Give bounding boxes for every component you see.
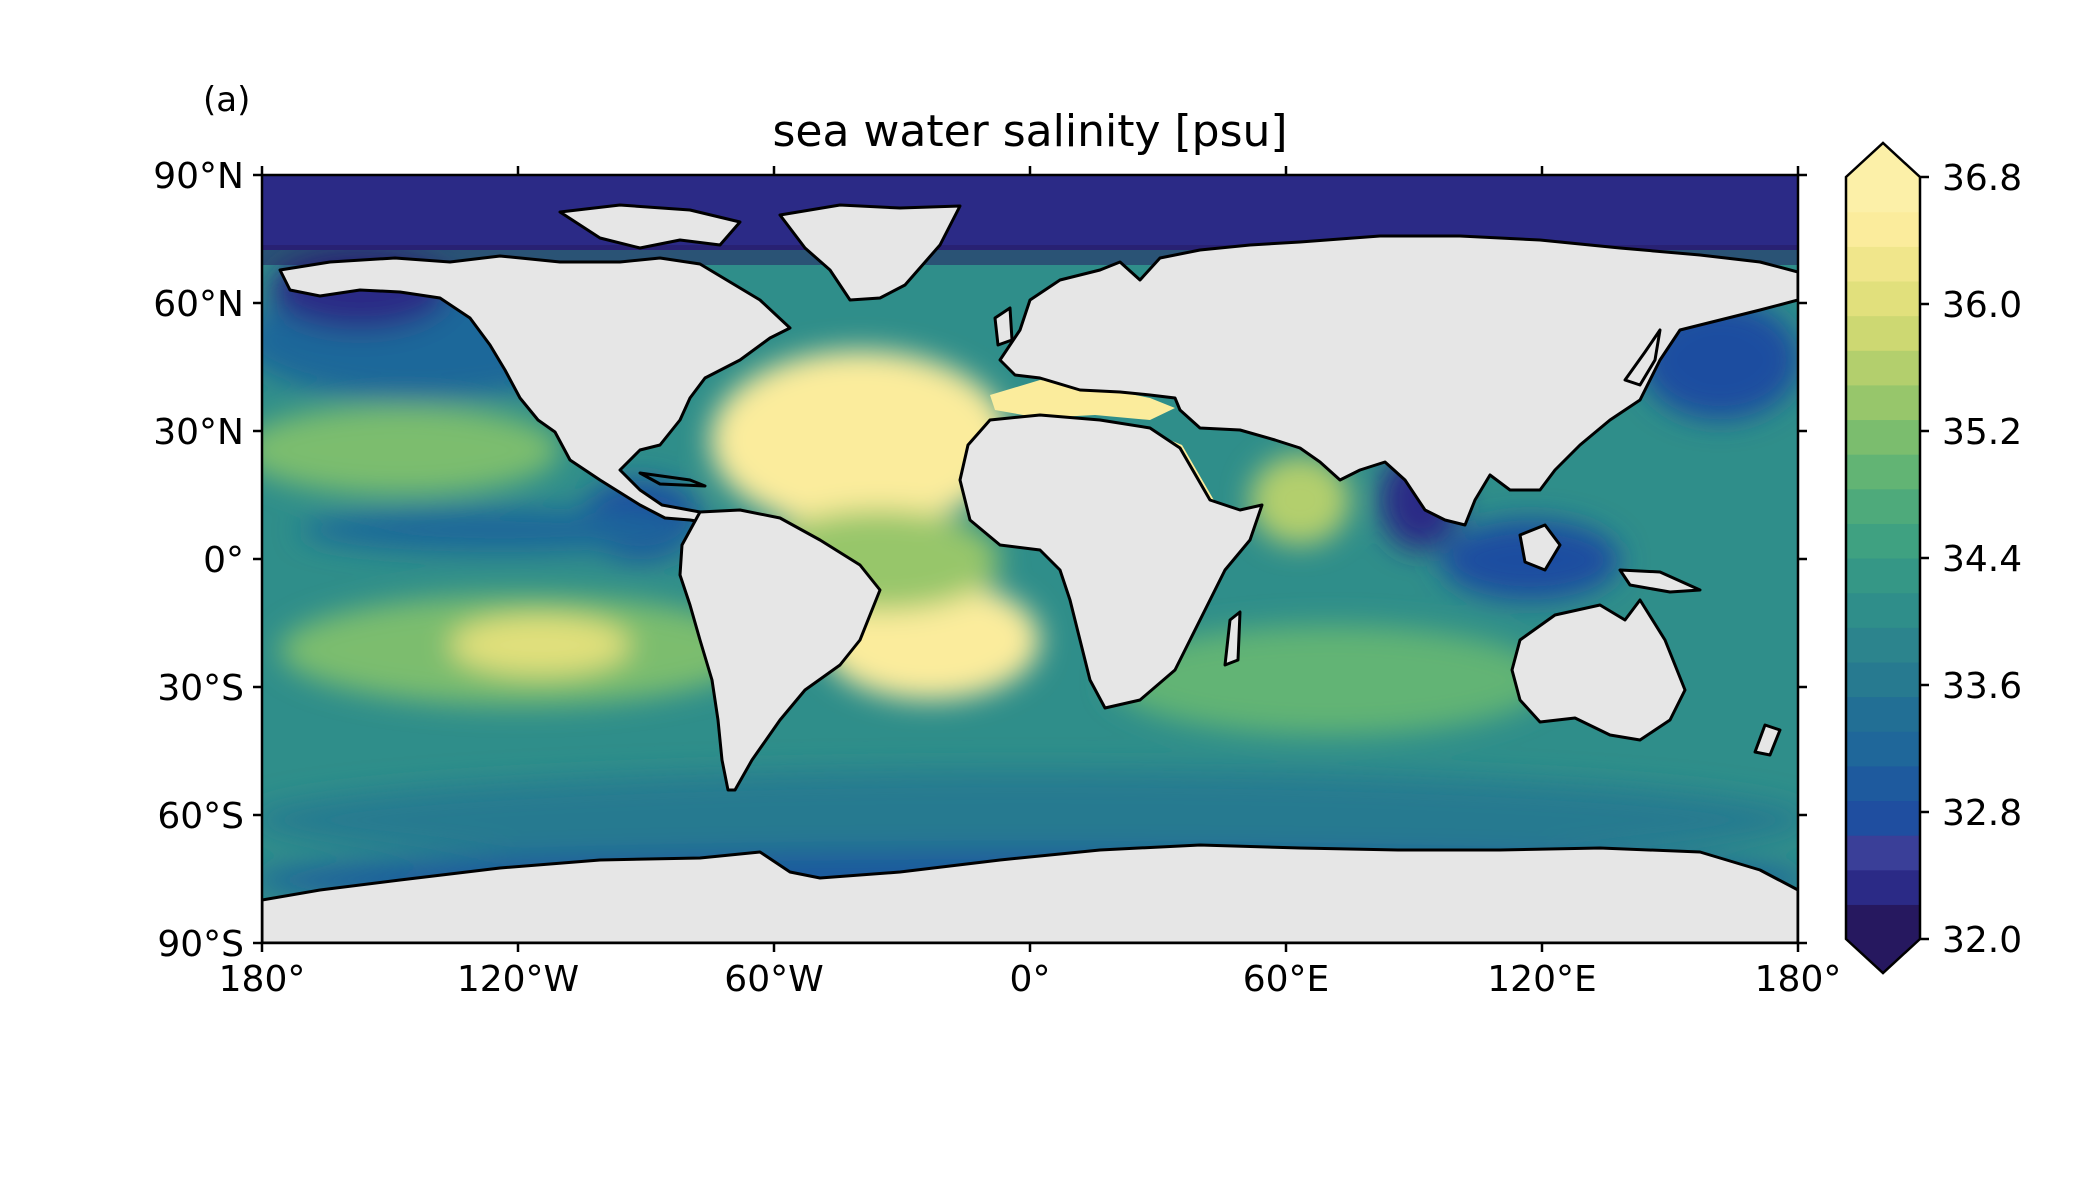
land-borneo [1518,523,1562,572]
colorbar-tick-label: 32.8 [1942,793,2022,834]
arabian-sea [1250,455,1350,545]
lon-tick-label: 180° [219,959,306,1000]
lat-tick-label: 30°S [157,668,244,709]
colorbar-extend-bottom [1846,939,1920,973]
lat-tick-label: 60°S [157,796,244,837]
lat-tick-label: 60°N [153,284,244,325]
colorbar-extend-top [1846,143,1920,177]
lon-tick-label: 120°E [1487,959,1596,1000]
map-area [262,175,1798,943]
panel-label: (a) [203,80,250,120]
land-antarctica [262,843,1798,943]
land-eurasia [998,234,1798,527]
colorbar-band [1846,765,1920,802]
colorbar-tick-label: 33.6 [1942,666,2022,707]
colorbar-band [1846,488,1920,524]
colorbar-tick-label: 32.0 [1942,920,2022,961]
land-new-guinea [1618,568,1702,594]
south-atlantic-max [820,580,1040,700]
colorbar-band [1846,869,1920,905]
lon-tick-label: 60°E [1243,959,1330,1000]
land-greenland [778,203,962,302]
colorbar-band [1846,592,1920,628]
land-japan [1623,328,1662,387]
colorbar-tick-label: 35.2 [1942,412,2022,453]
colorbar-tick-label: 34.4 [1942,539,2022,580]
colorbar-band [1846,523,1920,559]
colorbar-band [1846,904,1920,940]
arctic-fresh [262,175,1798,250]
land-uk [993,306,1014,347]
colorbar: 32.0 32.8 33.6 34.4 35.2 36.0 36.8 [1844,141,2022,975]
north-pacific-band [262,405,560,495]
lat-tick-label: 0° [203,540,244,581]
lat-tick-label: 90°N [153,156,244,197]
southern-ocean [262,770,1798,870]
lat-tick-label: 90°S [157,924,244,965]
lon-tick-label: 120°W [457,959,579,1000]
itcz-pacific-fresh [300,508,700,552]
colorbar-band [1846,384,1920,421]
land-australia [1510,598,1687,742]
land-south-america [678,508,882,792]
land-madagascar [1223,610,1242,667]
map-axes: 180° 120°W 60°W 0° 60°E 120°E 180° 90°N 60°N 30°N… [153,156,1841,1000]
colorbar-tick-label: 36.0 [1942,285,2022,326]
land-cuba [638,471,707,488]
land-north-america [278,254,792,527]
colorbar-band [1846,419,1920,455]
land-arctic-islands [558,203,742,250]
colorbar-band [1846,246,1920,282]
colorbar-band [1846,177,1920,213]
colorbar-band [1846,211,1920,247]
lon-tick-label: 180° [1755,959,1842,1000]
lon-tick-label: 0° [1010,959,1051,1000]
land-masses [262,203,1798,943]
colorbar-band [1846,731,1920,767]
colorbar-band [1846,280,1920,317]
colorbar-band [1846,800,1920,836]
land-africa [958,413,1264,710]
mediterranean-sea [990,380,1175,420]
lon-tick-label: 60°W [724,959,823,1000]
central-south-pacific-max [450,615,630,675]
colorbar-band [1846,558,1920,594]
colorbar-tick-label: 36.8 [1942,158,2022,199]
colorbar-band [1846,454,1920,490]
lat-tick-label: 30°N [153,412,244,453]
north-atlantic-max [710,350,1010,530]
map-title: sea water salinity [psu] [772,106,1287,157]
land-new-zealand [1753,723,1782,757]
colorbar-band [1846,315,1920,351]
south-indian-band [1110,625,1550,735]
colorbar-band [1846,835,1920,871]
colorbar-band [1846,350,1920,386]
colorbar-band [1846,627,1920,663]
colorbar-band [1846,661,1920,698]
colorbar-band [1846,696,1920,732]
